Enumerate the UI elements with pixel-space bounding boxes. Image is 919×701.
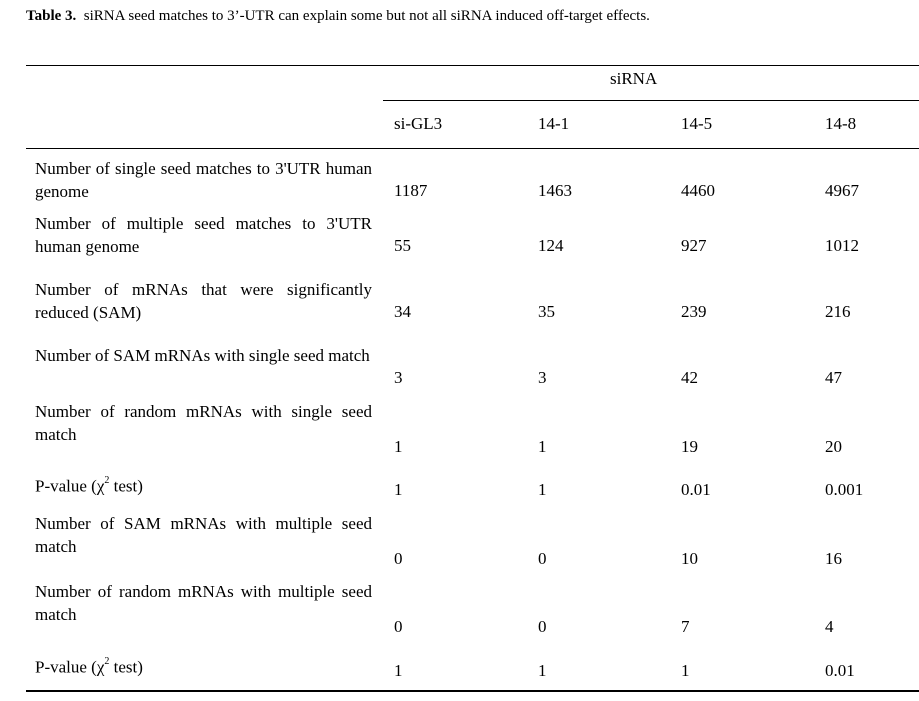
column-header-14-1: 14-1 [538,114,570,133]
row-label-p-value: P-value (χ2 test) [35,652,372,679]
table-cell: 42 [681,368,698,387]
table-cell: 0 [538,549,547,568]
column-group-underline [383,100,919,101]
table-cell: 0 [538,617,547,636]
p-value-prefix: P-value (χ [35,476,105,496]
table-cell: 1 [394,480,403,499]
row-label-p-value: P-value (χ2 test) [35,471,372,498]
table-cell: 239 [681,302,707,321]
column-header-si-gl3: si-GL3 [394,114,443,133]
caption-text: siRNA seed matches to 3’-UTR can explain… [83,8,650,24]
table-cell: 47 [825,368,842,387]
table-cell: 0 [394,549,403,568]
row-label: Number of SAM mRNAs with single seed mat… [35,346,370,365]
table-cell: 0 [394,617,403,636]
table-cell: 4 [825,617,834,636]
table-cell: 1012 [825,236,859,255]
table-cell: 4460 [681,181,715,200]
column-group-header: siRNA [610,69,658,88]
table-cell: 19 [681,437,698,456]
table-cell: 1 [394,661,403,680]
table-cell: 1 [394,437,403,456]
table-cell: 3 [394,368,403,387]
table-cell: 1187 [394,181,428,200]
column-header-14-5: 14-5 [681,114,713,133]
p-value-suffix: test) [109,476,143,496]
table-cell: 10 [681,549,698,568]
column-header-14-8: 14-8 [825,114,857,133]
p-value-superscript: 2 [104,475,110,486]
table-cell: 3 [538,368,547,387]
table-cell: 1 [681,661,690,680]
table-cell: 1463 [538,181,572,200]
table-cell: 1 [538,480,547,499]
table-cell: 927 [681,236,707,255]
table-top-rule [26,65,919,66]
table-bottom-rule [26,690,919,692]
caption-label: Table 3. [26,8,77,24]
table-cell: 0.001 [825,480,864,499]
table-cell: 1 [538,661,547,680]
table-cell: 0.01 [681,480,711,499]
table-cell: 124 [538,236,564,255]
row-label: Number of multiple seed matches to 3'UTR… [35,214,372,256]
table-cell: 16 [825,549,842,568]
p-value-superscript: 2 [104,656,110,667]
row-label: Number of random mRNAs with multiple see… [35,582,372,624]
p-value-prefix: P-value (χ [35,657,105,677]
table-cell: 35 [538,302,555,321]
table-cell: 4967 [825,181,859,200]
row-label: Number of random mRNAs with single seed … [35,402,372,444]
row-label: Number of single seed matches to 3'UTR h… [35,159,372,201]
table-cell: 0.01 [825,661,855,680]
table-cell: 55 [394,236,411,255]
table-cell: 20 [825,437,842,456]
table-caption: Table 3. siRNA seed matches to 3’-UTR ca… [26,8,650,25]
table-cell: 216 [825,302,851,321]
p-value-suffix: test) [109,657,143,677]
header-rule [26,148,919,149]
table-cell: 1 [538,437,547,456]
table-cell: 7 [681,617,690,636]
table-cell: 34 [394,302,411,321]
row-label: Number of mRNAs that were significantly … [35,280,372,322]
row-label: Number of SAM mRNAs with multiple seed m… [35,514,372,556]
